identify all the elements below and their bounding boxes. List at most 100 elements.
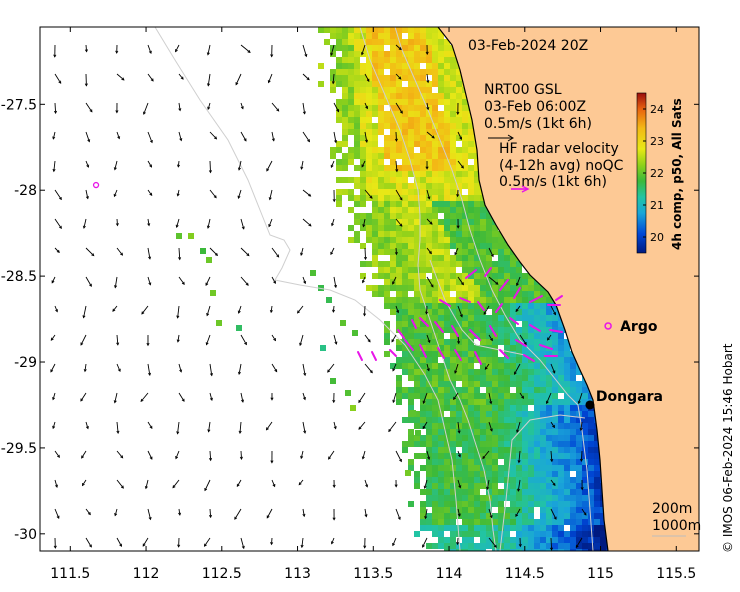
sst-pixel <box>528 429 534 435</box>
current-arrow <box>333 421 337 429</box>
sst-pixel <box>492 447 498 453</box>
sst-pixel <box>450 303 456 309</box>
current-arrowhead <box>458 485 462 489</box>
sst-pixel <box>342 63 348 69</box>
current-arrow <box>299 334 304 346</box>
sst-pixel <box>420 93 426 99</box>
sst-pixel <box>552 387 558 393</box>
sst-pixel <box>462 489 468 495</box>
current-arrowhead <box>426 368 430 372</box>
sst-pixel <box>486 231 492 237</box>
sst-pixel <box>426 351 432 357</box>
sst-pixel <box>462 93 468 99</box>
sst-pixel <box>474 177 480 183</box>
current-arrowhead <box>358 399 362 404</box>
sst-pixel <box>546 375 552 381</box>
sst-pixel <box>420 507 426 513</box>
sst-pixel <box>462 183 468 189</box>
sst-pixel <box>360 159 366 165</box>
current-arrow <box>172 479 180 488</box>
sst-pixel <box>402 93 408 99</box>
sst-pixel <box>450 411 456 417</box>
sst-pixel <box>310 270 316 276</box>
sst-pixel <box>342 39 348 45</box>
sst-pixel <box>354 75 360 81</box>
sst-pixel <box>450 345 456 351</box>
sst-pixel <box>438 129 444 135</box>
sst-pixel <box>498 249 504 255</box>
sst-pixel <box>426 165 432 171</box>
sst-pixel <box>390 219 396 225</box>
current-arrow <box>515 305 521 312</box>
current-arrowhead <box>56 515 60 519</box>
sst-pixel <box>534 543 540 549</box>
current-arrowhead <box>361 456 365 460</box>
sst-pixel <box>480 273 486 279</box>
sst-pixel <box>426 183 432 189</box>
current-arrowhead <box>237 371 241 376</box>
current-arrow <box>112 305 118 312</box>
sst-pixel <box>540 363 546 369</box>
current-arrowhead <box>172 485 176 489</box>
sst-pixel <box>432 51 438 57</box>
current-arrow <box>426 334 431 343</box>
sst-pixel <box>474 261 480 267</box>
current-arrowhead <box>273 280 276 285</box>
sst-pixel <box>486 417 492 423</box>
sst-pixel <box>372 177 378 183</box>
radar-legend: HF radar velocity (4-12h avg) noQC 0.5m/… <box>499 141 624 193</box>
current-arrowhead <box>303 280 307 285</box>
sst-pixel <box>486 363 492 369</box>
sst-pixel <box>438 459 444 465</box>
current-arrowhead <box>176 315 180 319</box>
current-arrowhead <box>397 516 401 521</box>
sst-pixel <box>474 429 480 435</box>
sst-pixel <box>570 507 576 513</box>
sst-pixel <box>348 189 354 195</box>
sst-pixel <box>390 57 396 63</box>
sst-pixel <box>456 549 462 551</box>
sst-pixel <box>420 267 426 273</box>
sst-pixel <box>480 267 486 273</box>
sst-pixel <box>522 357 528 363</box>
current-arrow <box>453 392 459 400</box>
current-arrowhead <box>268 197 272 201</box>
current-arrow <box>266 160 273 172</box>
sst-pixel <box>516 435 522 441</box>
current-arrowhead <box>204 487 208 492</box>
sst-pixel <box>438 405 444 411</box>
current-arrowhead <box>331 81 335 85</box>
model-label-1: NRT00 GSL <box>484 82 562 98</box>
sst-pixel <box>414 249 420 255</box>
sst-pixel <box>378 63 384 69</box>
current-arrow <box>364 305 366 316</box>
sst-pixel <box>450 435 456 441</box>
sst-pixel <box>552 519 558 525</box>
sst-pixel <box>468 165 474 171</box>
sst-pixel <box>462 531 468 537</box>
sst-pixel <box>414 195 420 201</box>
sst-pixel <box>372 93 378 99</box>
colorbar-tick-label: 23 <box>650 135 664 148</box>
sst-pixel <box>432 243 438 249</box>
sst-pixel <box>408 441 414 447</box>
sst-pixel <box>558 357 564 363</box>
sst-pixel <box>570 453 576 459</box>
sst-pixel <box>402 213 408 219</box>
sst-pixel <box>558 501 564 507</box>
sst-pixel <box>366 285 372 291</box>
sst-pixel <box>564 345 570 351</box>
sst-pixel <box>534 315 540 321</box>
sst-pixel <box>438 93 444 99</box>
plot-frame <box>39 26 700 552</box>
current-arrowhead <box>207 83 211 87</box>
sst-pixel <box>522 405 528 411</box>
sst-pixel <box>408 39 414 45</box>
sst-pixel <box>342 69 348 75</box>
sst-pixel <box>438 51 444 57</box>
sst-pixel <box>480 471 486 477</box>
sst-pixel <box>486 237 492 243</box>
sst-pixel <box>438 81 444 87</box>
sst-pixel <box>414 57 420 63</box>
sst-pixel <box>414 237 420 243</box>
